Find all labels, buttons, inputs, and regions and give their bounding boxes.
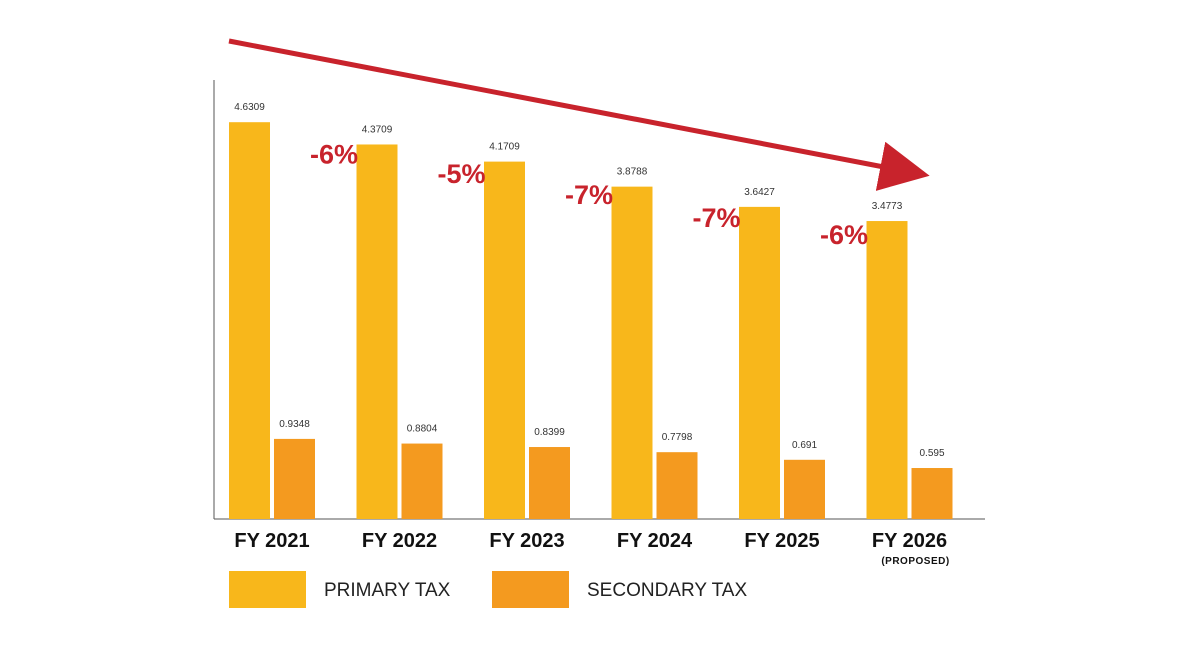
value-label-primary-tax-0: 4.6309 [234, 102, 265, 113]
value-label-secondary-tax-2: 0.8399 [534, 427, 565, 438]
value-label-primary-tax-4: 3.6427 [744, 187, 775, 198]
x-tick-sublabel-5: (PROPOSED) [881, 556, 949, 567]
legend: PRIMARY TAX SECONDARY TAX [229, 571, 747, 608]
legend-label-primary-tax: PRIMARY TAX [324, 580, 451, 601]
value-label-secondary-tax-1: 0.8804 [407, 424, 438, 435]
value-label-secondary-tax-0: 0.9348 [279, 419, 310, 430]
bar-primary-tax-2 [484, 161, 525, 519]
value-labels-group: 4.6309 0.9348 4.3709 0.8804 4.1709 0.8399 3.87… [234, 102, 945, 459]
percent-change-label-1: -5% [437, 159, 485, 189]
bar-secondary-tax-1 [401, 443, 443, 519]
bar-secondary-tax-5 [911, 468, 953, 519]
percent-change-label-2: -7% [565, 180, 613, 210]
x-tick-label-2: FY 2023 [489, 530, 564, 552]
value-label-secondary-tax-4: 0.691 [792, 440, 817, 451]
percent-change-labels-group: -6% -5% -7% -7% -6% [310, 139, 868, 250]
percent-change-label-4: -6% [820, 220, 868, 250]
trend-arrow [228, 38, 930, 191]
value-label-primary-tax-5: 3.4773 [872, 201, 903, 212]
x-tick-label-0: FY 2021 [234, 530, 309, 552]
legend-label-secondary-tax: SECONDARY TAX [587, 580, 747, 601]
value-label-primary-tax-1: 4.3709 [362, 124, 393, 135]
bar-primary-tax-3 [611, 186, 653, 519]
legend-swatch-primary-tax [229, 571, 306, 608]
bar-primary-tax-5 [866, 221, 908, 519]
bar-secondary-tax-0 [274, 438, 315, 519]
percent-change-label-0: -6% [310, 139, 358, 169]
value-label-primary-tax-3: 3.8788 [617, 167, 648, 178]
x-tick-label-3: FY 2024 [617, 530, 693, 552]
percent-change-label-3: -7% [692, 203, 740, 233]
x-tick-label-4: FY 2025 [744, 530, 819, 552]
bars-group [229, 122, 953, 519]
value-label-secondary-tax-5: 0.595 [919, 448, 944, 459]
value-label-secondary-tax-3: 0.7798 [662, 432, 693, 443]
category-labels-group: FY 2021 FY 2022 FY 2023 FY 2024 FY 2025 FY 20… [234, 530, 949, 567]
bar-secondary-tax-2 [529, 447, 570, 519]
bar-primary-tax-4 [739, 206, 780, 519]
x-tick-label-5: FY 2026 [872, 530, 947, 552]
value-label-primary-tax-2: 4.1709 [489, 142, 520, 153]
bar-primary-tax-1 [356, 144, 398, 519]
x-tick-label-1: FY 2022 [362, 530, 437, 552]
bar-secondary-tax-3 [656, 452, 698, 519]
bar-primary-tax-0 [229, 122, 270, 519]
legend-swatch-secondary-tax [492, 571, 569, 608]
bar-secondary-tax-4 [784, 459, 825, 519]
